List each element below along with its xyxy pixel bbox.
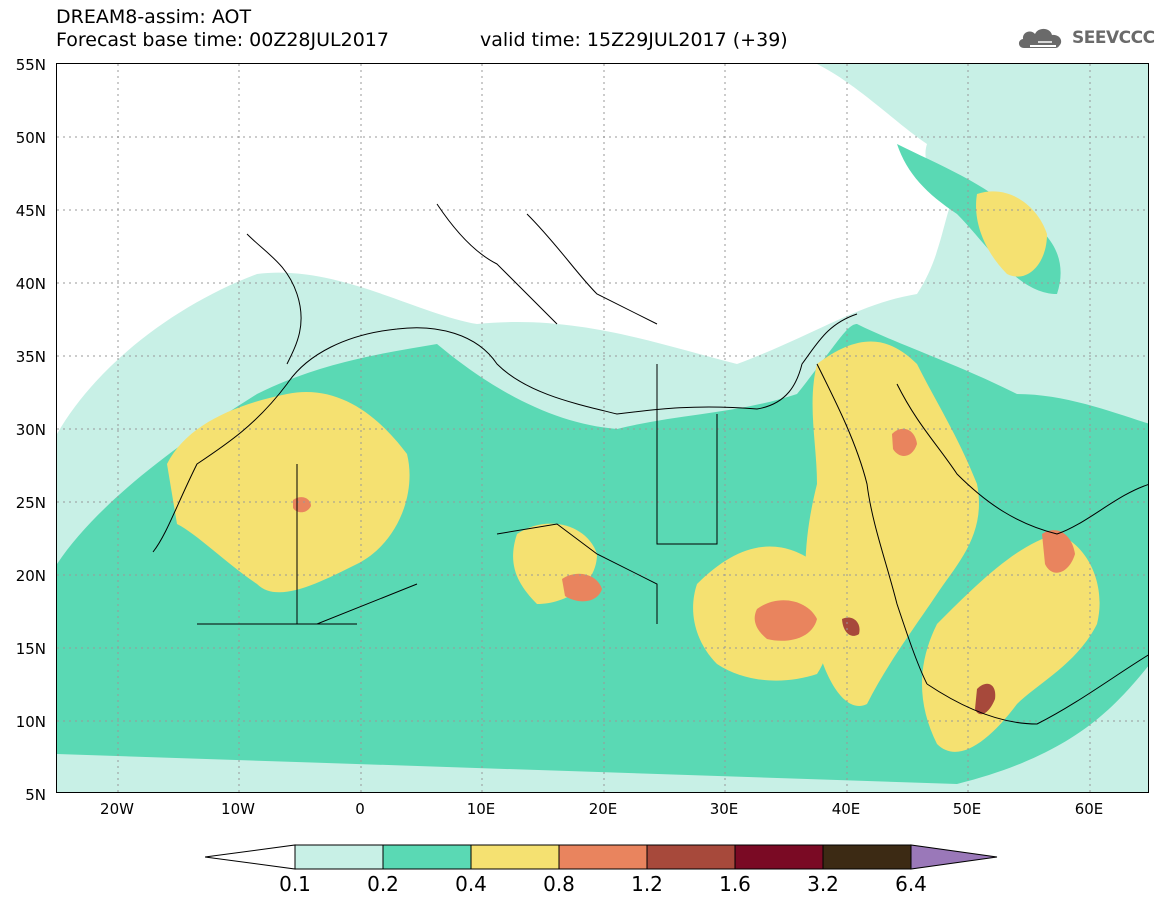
lat-label: 10N [15, 713, 46, 731]
aot-contour-0.8-c [1042, 530, 1075, 573]
lon-label: 20E [588, 800, 618, 818]
aot-map [56, 63, 1149, 793]
aot-contour-1.2-a [975, 683, 996, 715]
lat-label: 30N [15, 421, 46, 439]
colorbar-value: 0.2 [367, 872, 399, 896]
lon-label: 60E [1074, 800, 1104, 818]
lat-label: 25N [15, 494, 46, 512]
aot-contour-0.8-a [754, 600, 817, 641]
lat-label: 35N [15, 348, 46, 366]
lat-label: 40N [15, 275, 46, 293]
lon-label: 10E [466, 800, 496, 818]
colorbar-value: 0.1 [279, 872, 311, 896]
aot-contour-0.1-north [817, 64, 1148, 264]
graticule [57, 64, 1148, 792]
aot-contour-1.2-b [842, 617, 860, 636]
coastlines [152, 203, 1148, 725]
lon-label: 20W [100, 800, 134, 818]
aot-contour-0.8-d [892, 428, 917, 456]
lon-label: 0 [355, 800, 365, 818]
colorbar-segment [382, 844, 472, 870]
product-title: DREAM8-assim: AOT [56, 6, 252, 28]
colorbar-segment [470, 844, 560, 870]
colorbar [205, 844, 998, 870]
colorbar-value: 1.6 [719, 872, 751, 896]
cloud-icon [1018, 28, 1062, 48]
map-canvas [57, 64, 1148, 792]
lat-label: 15N [15, 640, 46, 658]
seevccc-logo: SEEVCCC [1016, 24, 1155, 52]
lat-label: 55N [15, 56, 46, 74]
colorbar-segment [822, 844, 912, 870]
valid-time: valid time: 15Z29JUL2017 (+39) [480, 29, 788, 51]
aot-contour-0.4-d [922, 534, 1100, 752]
colorbar-segment [294, 844, 384, 870]
lat-label: 5N [25, 786, 46, 804]
colorbar-arrow-high [910, 844, 998, 870]
lon-label: 10W [221, 800, 255, 818]
logo-text: SEEVCCC [1072, 28, 1155, 48]
colorbar-value: 0.4 [455, 872, 487, 896]
forecast-base-time: Forecast base time: 00Z28JUL2017 [56, 29, 389, 51]
aot-contour-0.4-f [976, 191, 1047, 277]
aot-contour-0.8-b [562, 573, 602, 602]
colorbar-value: 6.4 [895, 872, 927, 896]
colorbar-segment [646, 844, 736, 870]
aot-contour-0.4-b [805, 341, 979, 706]
colorbar-value: 3.2 [807, 872, 839, 896]
lon-label: 40E [831, 800, 861, 818]
colorbar-arrow-low [205, 844, 296, 870]
colorbar-value: 0.8 [543, 872, 575, 896]
lat-label: 20N [15, 567, 46, 585]
colorbar-segment [734, 844, 824, 870]
colorbar-segment [558, 844, 648, 870]
lon-label: 30E [709, 800, 739, 818]
colorbar-value: 1.2 [631, 872, 663, 896]
lat-label: 50N [15, 129, 46, 147]
lat-label: 45N [15, 202, 46, 220]
lon-label: 50E [952, 800, 982, 818]
